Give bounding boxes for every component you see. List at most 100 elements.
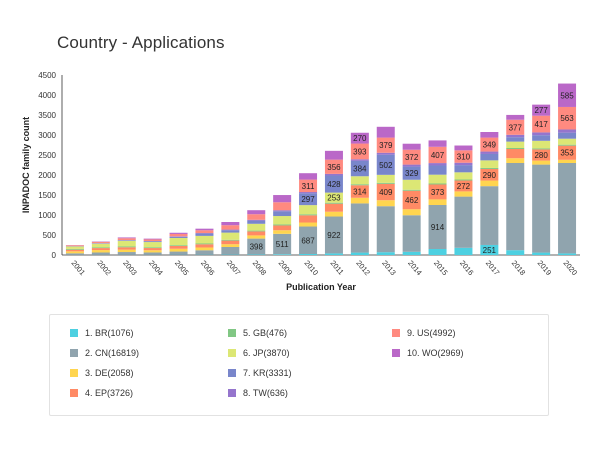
bar-segment: [532, 132, 551, 136]
legend-item[interactable]: 9. US(4992): [392, 328, 456, 338]
bar-segment: [506, 141, 525, 148]
bar-segment: [532, 115, 551, 133]
y-tick-label: 0: [52, 251, 57, 260]
bar-segment: [247, 238, 266, 255]
bar-segment: [273, 202, 292, 211]
bar-segment: [428, 183, 447, 185]
bar-segment: [376, 183, 395, 201]
bar-segment: [273, 225, 292, 231]
legend-item[interactable]: 7. KR(3331): [228, 368, 292, 378]
bar-segment: [428, 249, 447, 255]
bar-segment: [402, 189, 421, 191]
bar-segment: [247, 235, 266, 239]
legend-item[interactable]: 4. EP(3726): [70, 388, 133, 398]
x-tick-label: 2001: [69, 259, 87, 278]
legend-label: 7. KR(3331): [243, 368, 292, 378]
x-tick-label: 2004: [147, 259, 165, 278]
data-label: 349: [483, 141, 497, 150]
bar-segment: [532, 148, 551, 150]
bar-segment: [324, 253, 343, 255]
data-label: 417: [534, 120, 548, 129]
data-label: 377: [509, 123, 523, 132]
bar-segment: [506, 158, 525, 163]
bar-segment: [299, 205, 318, 215]
data-label: 310: [457, 153, 471, 162]
bar-segment: [299, 254, 318, 255]
bar-segment: [454, 179, 473, 181]
bar-segment: [221, 225, 240, 230]
bar-segment: [454, 165, 473, 173]
legend-item[interactable]: 3. DE(2058): [70, 368, 134, 378]
bar-segment: [169, 245, 188, 249]
legend-swatch: [228, 349, 236, 357]
legend-label: 1. BR(1076): [85, 328, 134, 338]
bar-segment: [350, 159, 369, 161]
x-tick-label: 2015: [432, 259, 450, 278]
bar-segment: [376, 182, 395, 184]
bar-segment: [65, 246, 84, 249]
legend-item[interactable]: 2. CN(16819): [70, 348, 139, 358]
bar-segment: [558, 253, 577, 255]
bar-segment: [65, 249, 84, 252]
bar-segment: [506, 137, 525, 142]
bar-segment: [324, 150, 343, 160]
bar-segment: [350, 176, 369, 185]
legend-item[interactable]: 8. TW(636): [228, 388, 288, 398]
bar-segment: [247, 210, 266, 215]
bar-segment: [65, 253, 84, 255]
bar-segment: [428, 163, 447, 166]
bar-segment: [506, 148, 525, 149]
data-label: 356: [327, 163, 341, 172]
data-label: 922: [327, 231, 341, 240]
bar-segment: [558, 83, 577, 107]
legend-label: 3. DE(2058): [85, 368, 134, 378]
bar-segment: [532, 252, 551, 255]
bar-segment: [91, 243, 110, 248]
bar-segment: [195, 230, 214, 234]
bar-segment: [402, 143, 421, 150]
x-tick-label: 2013: [380, 259, 398, 278]
bar-segment: [350, 184, 369, 186]
data-label: 251: [483, 246, 497, 255]
bar-segment: [299, 215, 318, 223]
bar-segment: [506, 250, 525, 255]
legend-item[interactable]: 1. BR(1076): [70, 328, 134, 338]
bar-segment: [324, 173, 343, 176]
data-label: 290: [483, 171, 497, 180]
legend-item[interactable]: 6. JP(3870): [228, 348, 290, 358]
data-label: 511: [276, 240, 289, 249]
bar-segment: [65, 248, 84, 250]
legend-item[interactable]: 10. WO(2969): [392, 348, 464, 358]
bar-segment: [480, 137, 499, 152]
x-tick-label: 2005: [173, 259, 191, 278]
bar-segment: [247, 231, 266, 236]
legend-item[interactable]: 5. GB(476): [228, 328, 287, 338]
x-tick-label: 2010: [303, 259, 321, 278]
bar-segment: [454, 150, 473, 163]
legend-swatch: [228, 329, 236, 337]
bar-segment: [376, 174, 395, 183]
bar-segment: [143, 247, 162, 249]
bar-segment: [428, 205, 447, 249]
bar-segment: [221, 230, 240, 233]
data-label: 372: [405, 153, 419, 162]
y-tick-label: 2000: [38, 171, 56, 180]
bar-segment: [324, 216, 343, 254]
bar-segment: [221, 244, 240, 247]
data-label: 270: [353, 134, 367, 143]
bar-segment: [480, 168, 499, 181]
data-label: 272: [457, 182, 471, 191]
bar-segment: [273, 233, 292, 255]
data-label: 563: [560, 114, 574, 123]
bar-segment: [532, 135, 551, 141]
x-tick-label: 2002: [95, 259, 113, 278]
data-label: 277: [534, 106, 548, 115]
x-tick-label: 2014: [406, 259, 424, 278]
bar-segment: [299, 214, 318, 216]
legend-label: 2. CN(16819): [85, 348, 140, 358]
bar-segment: [169, 245, 188, 246]
bar-segment: [402, 190, 421, 210]
bar-segment: [558, 159, 577, 163]
data-label: 384: [353, 165, 367, 174]
y-tick-label: 500: [43, 231, 57, 240]
